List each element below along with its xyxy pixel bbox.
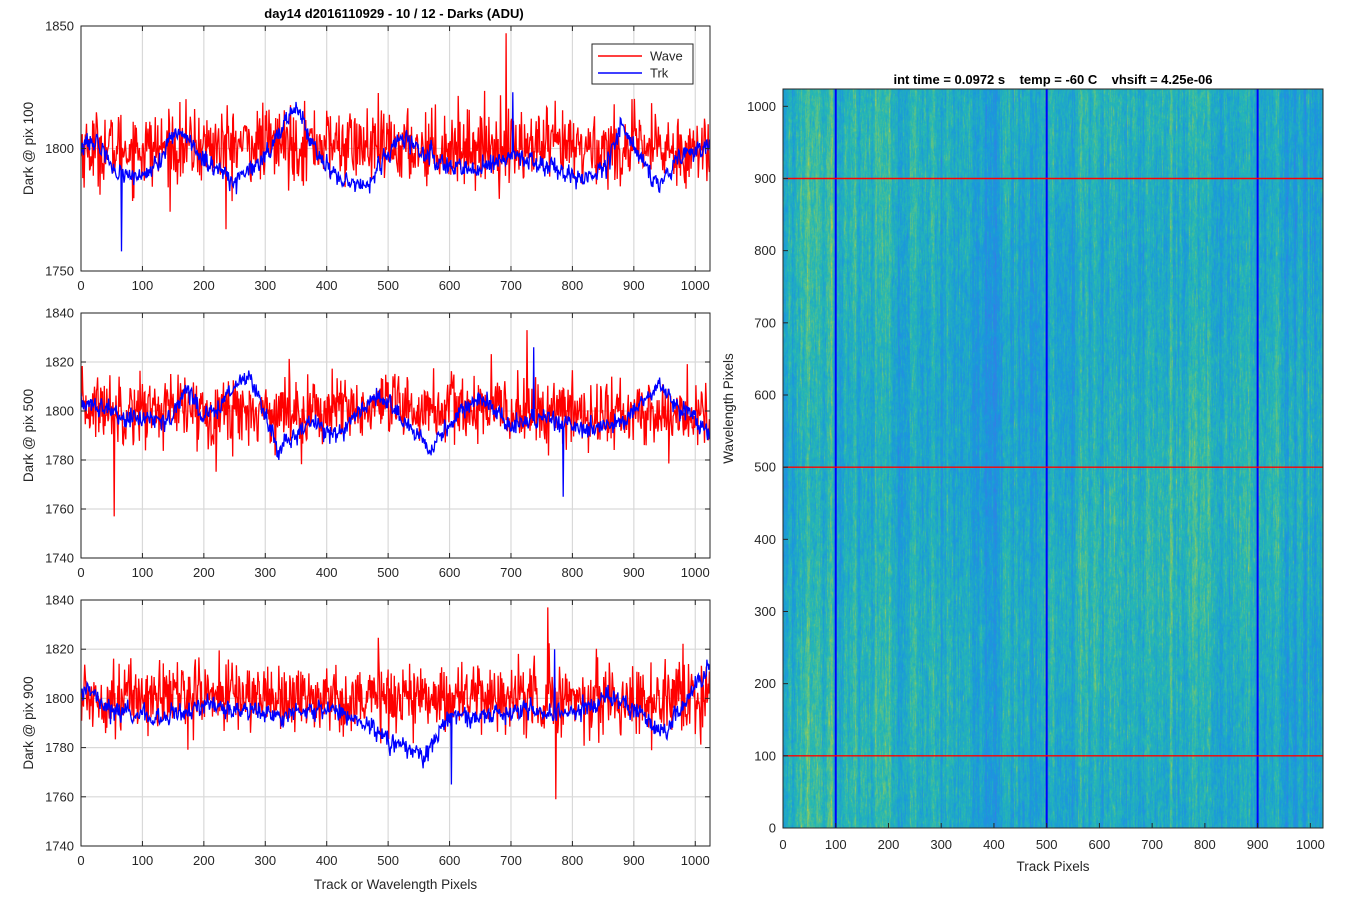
plot-area xyxy=(81,313,710,558)
axes-frame xyxy=(80,599,711,847)
y-tick-label: 200 xyxy=(754,676,776,691)
y-axis-label: Wavelength Pixels xyxy=(721,353,736,464)
y-tick-label: 1840 xyxy=(45,306,74,321)
axes-frame xyxy=(782,88,1324,829)
x-tick-label: 0 xyxy=(779,837,786,852)
x-tick-label: 100 xyxy=(132,278,154,293)
legend-box xyxy=(591,43,694,85)
y-axis-label: Dark @ pix 900 xyxy=(21,676,36,769)
y-tick-label: 900 xyxy=(754,171,776,186)
x-tick-label: 500 xyxy=(377,278,399,293)
y-tick-label: 1850 xyxy=(45,19,74,34)
x-tick-label: 700 xyxy=(500,853,522,868)
y-tick-label: 1780 xyxy=(45,740,74,755)
y-tick-label: 1760 xyxy=(45,789,74,804)
x-tick-label: 600 xyxy=(439,278,461,293)
x-tick-label: 500 xyxy=(377,853,399,868)
line-chart-3: 0 100 200 300 400 500 600 700 800 900 1000 1740 1760… xyxy=(21,593,711,892)
x-tick-label: 700 xyxy=(1141,837,1163,852)
legend: Wave Trk xyxy=(591,43,694,85)
legend-label-wave: Wave xyxy=(650,49,683,64)
y-tick-label: 1780 xyxy=(45,453,74,468)
y-axis-label: Dark @ pix 500 xyxy=(21,389,36,482)
x-tick-label: 500 xyxy=(377,565,399,580)
y-tick-label: 400 xyxy=(754,532,776,547)
heatmap-title: int time = 0.0972 s temp = -60 C vhsift … xyxy=(893,72,1212,87)
x-tick-label: 400 xyxy=(316,565,338,580)
axes-frame xyxy=(80,25,711,272)
y-tick-label: 800 xyxy=(754,243,776,258)
x-axis-label: Track Pixels xyxy=(1016,859,1089,874)
x-tick-label: 800 xyxy=(562,278,584,293)
heatmap-chart: 0 100 200 300 400 500 600 700 800 900 1000 0 100 200 3… xyxy=(721,72,1325,874)
x-tick-label: 100 xyxy=(132,853,154,868)
figure-title: day14 d2016110929 - 10 / 12 - Darks (ADU… xyxy=(264,6,523,21)
x-tick-label: 400 xyxy=(983,837,1005,852)
y-tick-label: 100 xyxy=(754,748,776,763)
heatmap-image xyxy=(783,89,1323,828)
x-tick-label: 800 xyxy=(1194,837,1216,852)
x-tick-label: 200 xyxy=(193,565,215,580)
y-tick-label: 700 xyxy=(754,315,776,330)
x-tick-label: 600 xyxy=(439,565,461,580)
y-tick-label: 300 xyxy=(754,604,776,619)
y-tick-label: 1000 xyxy=(747,99,776,114)
x-tick-label: 900 xyxy=(623,565,645,580)
y-tick-label: 1820 xyxy=(45,642,74,657)
x-axis-label: Track or Wavelength Pixels xyxy=(314,877,478,892)
series-line-trk xyxy=(81,347,710,497)
x-tick-label: 500 xyxy=(1036,837,1058,852)
legend-label-trk: Trk xyxy=(650,66,669,81)
series-line-wave xyxy=(81,607,710,800)
x-tick-label: 300 xyxy=(254,565,276,580)
x-tick-label: 700 xyxy=(500,278,522,293)
x-tick-label: 200 xyxy=(193,278,215,293)
y-tick-label: 1740 xyxy=(45,551,74,566)
y-tick-label: 1740 xyxy=(45,839,74,854)
y-tick-label: 1750 xyxy=(45,264,74,279)
plots: 0 100 200 300 400 500 600 700 800 900 100017501800… xyxy=(21,19,1325,893)
x-tick-label: 900 xyxy=(1247,837,1269,852)
x-tick-label: 800 xyxy=(562,565,584,580)
y-tick-label: 1800 xyxy=(45,141,74,156)
x-tick-label: 700 xyxy=(500,565,522,580)
x-tick-label: 800 xyxy=(562,853,584,868)
x-tick-label: 1000 xyxy=(1296,837,1325,852)
x-tick-label: 900 xyxy=(623,278,645,293)
x-tick-label: 600 xyxy=(1089,837,1111,852)
y-tick-label: 500 xyxy=(754,460,776,475)
y-tick-label: 1840 xyxy=(45,593,74,608)
x-tick-label: 300 xyxy=(930,837,952,852)
x-tick-label: 0 xyxy=(77,565,84,580)
x-tick-label: 0 xyxy=(77,853,84,868)
x-tick-label: 900 xyxy=(623,853,645,868)
x-tick-label: 100 xyxy=(132,565,154,580)
x-tick-label: 400 xyxy=(316,853,338,868)
x-tick-label: 1000 xyxy=(681,565,710,580)
x-tick-label: 400 xyxy=(316,278,338,293)
x-tick-label: 600 xyxy=(439,853,461,868)
y-tick-label: 1760 xyxy=(45,502,74,517)
x-tick-label: 200 xyxy=(878,837,900,852)
x-tick-label: 300 xyxy=(254,853,276,868)
line-chart-2: 0 100 200 300 400 500 600 700 800 900 1000 1740 1760… xyxy=(21,306,711,580)
y-tick-label: 0 xyxy=(769,821,776,836)
series-line-trk xyxy=(81,92,710,252)
y-tick-label: 1800 xyxy=(45,404,74,419)
y-tick-label: 1800 xyxy=(45,691,74,706)
x-tick-label: 1000 xyxy=(681,853,710,868)
x-tick-label: 0 xyxy=(77,278,84,293)
y-axis-label: Dark @ pix 100 xyxy=(21,102,36,195)
axes-frame xyxy=(80,312,711,559)
x-tick-label: 100 xyxy=(825,837,847,852)
y-tick-label: 600 xyxy=(754,387,776,402)
y-tick-label: 1820 xyxy=(45,355,74,370)
x-tick-label: 300 xyxy=(254,278,276,293)
x-tick-label: 1000 xyxy=(681,278,710,293)
series-line-trk xyxy=(81,649,710,785)
x-tick-label: 200 xyxy=(193,853,215,868)
line-chart-1: 0 100 200 300 400 500 600 700 800 900 1000 1750 1800… xyxy=(21,19,711,293)
